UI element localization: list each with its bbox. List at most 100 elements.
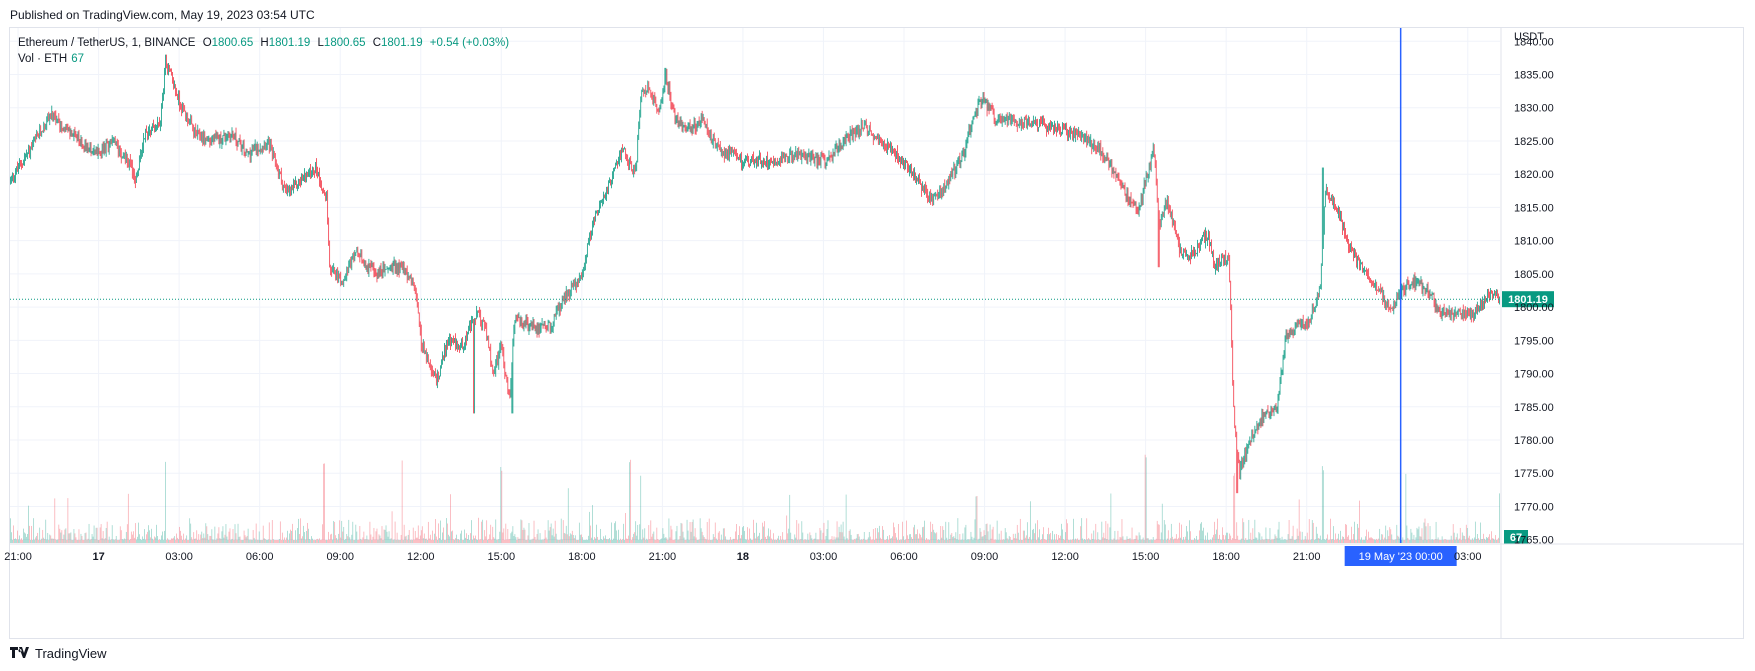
volume-bar [944, 539, 946, 543]
volume-bar [1377, 539, 1379, 543]
volume-bar [675, 531, 677, 543]
chart-frame[interactable] [9, 27, 1744, 639]
volume-bar [461, 530, 462, 543]
volume-bar [221, 531, 223, 543]
y-tick-label: 1835.00 [1514, 70, 1554, 82]
volume-bar [979, 528, 981, 543]
volume-bar [765, 536, 766, 543]
volume-bar [809, 532, 811, 543]
volume-bar [163, 539, 164, 543]
volume-bar [237, 523, 239, 543]
volume-bar [1004, 528, 1006, 543]
volume-bar [1426, 539, 1428, 543]
volume-bar [1478, 538, 1479, 543]
volume-bar [76, 539, 78, 543]
volume-bar [451, 531, 452, 543]
volume-bar [776, 539, 777, 543]
volume-bar [485, 536, 487, 543]
volume-label[interactable]: Vol · ETH [18, 53, 68, 65]
volume-bar [197, 539, 199, 543]
volume-bar [1147, 538, 1149, 543]
volume-bar [272, 539, 274, 543]
volume-bar [706, 522, 708, 543]
volume-bar [1259, 533, 1261, 543]
volume-bar [140, 539, 141, 543]
volume-bar [16, 539, 17, 543]
volume-bar [1245, 537, 1247, 543]
volume-bar [1174, 538, 1176, 543]
volume-bar [54, 498, 56, 543]
volume-bar [1492, 538, 1493, 543]
volume-bar [200, 534, 202, 543]
volume-bar [1139, 535, 1141, 543]
close-value: 1801.19 [381, 37, 423, 49]
volume-bar [788, 528, 790, 543]
volume-bar [121, 539, 123, 543]
volume-bar [668, 518, 670, 543]
volume-bar [894, 527, 895, 543]
volume-bar [1034, 533, 1035, 543]
volume-bar [570, 534, 572, 543]
volume-bar [1406, 525, 1408, 543]
volume-bar [1383, 539, 1385, 543]
volume-bar [85, 532, 87, 543]
volume-bar [709, 539, 711, 543]
volume-bar [521, 520, 523, 543]
volume-bar [700, 528, 702, 543]
tradingview-brand[interactable]: TradingView [10, 646, 107, 661]
volume-bar [209, 535, 211, 543]
volume-bar [649, 539, 651, 543]
volume-bar [1416, 527, 1418, 543]
volume-bar [69, 533, 71, 543]
volume-bar [1466, 527, 1468, 543]
volume-bar [298, 518, 299, 543]
volume-bar [748, 539, 749, 543]
volume-bar [1296, 528, 1298, 543]
axes: 1840.001835.001830.001825.001820.001815.… [4, 28, 1744, 639]
volume-bar [1131, 527, 1133, 543]
volume-bar [150, 537, 151, 543]
volume-bar [655, 539, 657, 543]
volume-bar [794, 534, 796, 543]
volume-bar [884, 539, 885, 543]
volume-bar [1403, 539, 1405, 543]
volume-bar [713, 537, 715, 543]
volume-bar [531, 539, 533, 543]
volume-bar [664, 537, 666, 543]
volume-bar [1251, 539, 1253, 543]
volume-bar [835, 537, 837, 543]
volume-bar [1171, 536, 1173, 543]
volume-bar [1200, 523, 1201, 543]
volume-bar [917, 529, 918, 543]
volume-bar [132, 531, 134, 543]
volume-bar [636, 535, 638, 543]
volume-bar [900, 539, 901, 543]
volume-bar [698, 539, 700, 543]
volume-bar [94, 539, 96, 543]
volume-bar [854, 539, 856, 543]
volume-bar [740, 538, 741, 543]
volume-bar [184, 539, 186, 543]
volume-bar [1275, 536, 1277, 543]
volume-bar [148, 525, 149, 543]
volume-bar [242, 540, 244, 543]
volume-bar [648, 525, 650, 543]
volume-bar [1424, 518, 1426, 543]
volume-bar [205, 523, 207, 543]
symbol-name[interactable]: Ethereum / TetherUS, 1, BINANCE [18, 37, 196, 49]
volume-bar [811, 538, 813, 543]
volume-bar [1385, 525, 1387, 543]
volume-bar [1332, 539, 1333, 543]
volume-bar [281, 532, 283, 543]
volume-bar [398, 539, 400, 543]
volume-bar [293, 539, 294, 543]
volume-bar [366, 535, 368, 543]
volume-bar [806, 539, 808, 543]
volume-bar [1452, 524, 1454, 543]
volume-bar [100, 524, 102, 543]
volume-bar [1490, 539, 1491, 543]
change-value: +0.54 (+0.03%) [429, 37, 510, 49]
volume-bar [334, 521, 336, 543]
volume-bar [226, 536, 228, 543]
